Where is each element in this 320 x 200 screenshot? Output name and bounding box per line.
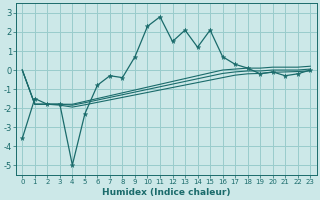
X-axis label: Humidex (Indice chaleur): Humidex (Indice chaleur) <box>102 188 230 197</box>
